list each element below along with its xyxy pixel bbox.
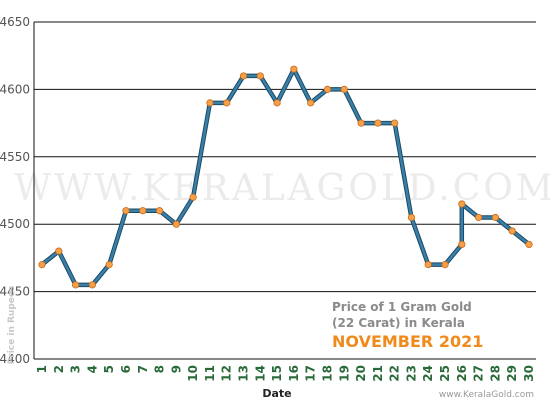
x-tick-label: 21 [371, 365, 385, 382]
data-point [105, 261, 113, 269]
x-tick-label: 10 [186, 365, 200, 382]
x-tick-label: 9 [169, 365, 183, 373]
y-axis-label: Price in Rupees [7, 286, 17, 365]
data-point [189, 193, 197, 201]
x-tick-label: 13 [237, 365, 251, 382]
x-tick-label: 12 [220, 365, 234, 382]
x-tick-label: 28 [488, 365, 502, 382]
data-point [239, 72, 248, 80]
data-point [139, 207, 147, 215]
data-point [424, 261, 432, 269]
data-point [290, 65, 298, 73]
data-point [525, 240, 533, 249]
x-tick-label: 19 [337, 365, 351, 382]
x-tick-label: 24 [421, 365, 435, 382]
x-tick-label: 14 [253, 365, 267, 382]
source-credit: www.KeralaGold.com [439, 390, 534, 400]
x-axis-label: Date [262, 387, 291, 400]
x-tick-label: 20 [354, 365, 368, 382]
data-point [458, 240, 466, 249]
x-tick-label: 27 [472, 365, 486, 382]
x-tick-label: 18 [320, 365, 334, 382]
x-tick-label: 5 [102, 365, 116, 373]
data-point [122, 207, 130, 215]
x-tick-label: 17 [304, 365, 318, 382]
data-point [38, 261, 46, 269]
chart-period: NOVEMBER 2021 [332, 332, 483, 351]
x-tick-label: 4 [85, 365, 99, 373]
data-point [206, 99, 214, 107]
data-point [88, 281, 96, 289]
x-tick-label: 8 [153, 365, 167, 373]
data-point [508, 227, 516, 235]
data-point [307, 99, 315, 107]
data-point [458, 200, 466, 208]
x-tick-label: 11 [203, 365, 217, 382]
y-tick-label: 4600 [0, 82, 30, 96]
y-axis: 4400 4450 4500 4550 4600 4650 [0, 15, 30, 366]
x-tick-label: 3 [69, 365, 83, 373]
data-point [71, 281, 80, 289]
x-tick-label: 26 [455, 365, 469, 382]
x-tick-label: 6 [119, 365, 133, 373]
data-point [256, 72, 264, 80]
chart-subtitle: (22 Carat) in Kerala [332, 316, 465, 330]
data-point [223, 99, 231, 107]
data-point [407, 213, 416, 222]
x-tick-label: 7 [136, 365, 150, 373]
data-point [323, 85, 332, 94]
y-tick-label: 4500 [0, 217, 30, 231]
x-tick-label: 25 [438, 365, 452, 382]
data-point [441, 261, 449, 269]
x-tick-label: 2 [52, 365, 66, 373]
y-tick-label: 4450 [0, 285, 30, 299]
price-markers [38, 65, 533, 289]
data-point [172, 220, 180, 228]
data-point [273, 99, 281, 107]
chart-title: Price of 1 Gram Gold [332, 300, 472, 314]
data-point [155, 207, 164, 215]
x-tick-label: 23 [404, 365, 418, 382]
data-point [55, 247, 63, 255]
x-tick-label: 16 [287, 365, 301, 382]
watermark: WWW.KERALAGOLD.COM [14, 168, 550, 209]
x-tick-label: 22 [388, 365, 402, 382]
y-tick-label: 4650 [0, 15, 30, 29]
data-point [374, 119, 382, 127]
y-tick-label: 4400 [0, 352, 30, 366]
x-tick-label: 29 [505, 365, 519, 382]
x-axis: 1 2 3 4 5 6 7 8 9 10 11 12 13 14 15 16 17 18 19 20 21 22 23 24 2… [35, 365, 536, 382]
x-tick-label: 30 [522, 365, 536, 382]
data-point [391, 119, 399, 127]
x-tick-label: 1 [35, 365, 49, 373]
data-point [475, 213, 483, 222]
data-point [340, 85, 348, 94]
data-point [491, 213, 500, 222]
data-point [357, 119, 365, 127]
x-tick-label: 15 [270, 365, 284, 382]
y-tick-label: 4550 [0, 150, 30, 164]
